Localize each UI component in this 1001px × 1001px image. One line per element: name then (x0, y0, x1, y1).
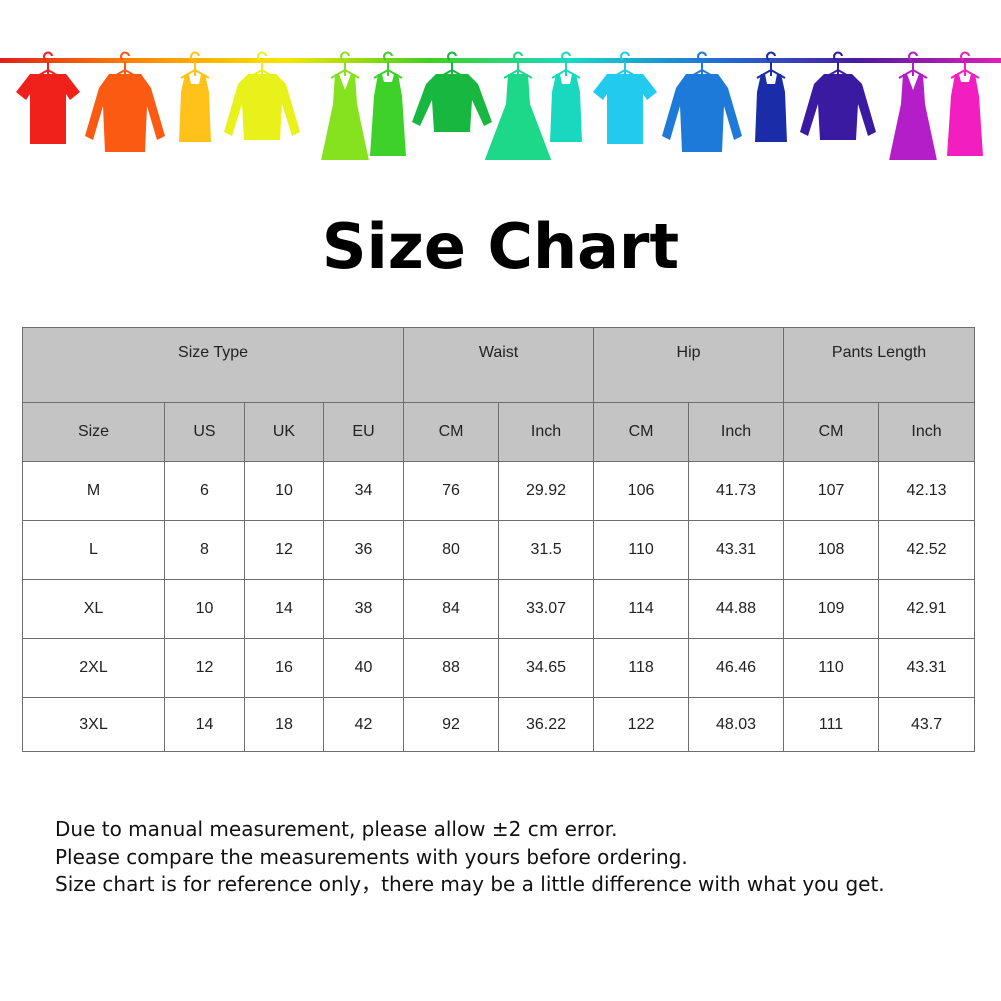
tshirt-icon (16, 51, 80, 144)
size-chart-table: Size Type Waist Hip Pants Length Size US U… (21, 327, 976, 752)
table-cell: 34.65 (498, 638, 595, 698)
header-hip: Hip (593, 327, 785, 403)
note-line: Size chart is for reference only，there m… (55, 872, 885, 896)
table-cell: 16 (244, 638, 324, 698)
table-cell: 109 (783, 579, 880, 639)
header-pants-length: Pants Length (783, 327, 976, 403)
table-cell: 40 (322, 638, 405, 698)
table-cell: 88 (403, 638, 500, 698)
tank-top-icon (755, 51, 787, 142)
table-cell: 43.31 (688, 520, 785, 580)
table-cell: 110 (783, 638, 880, 698)
table-cell: 8 (164, 520, 245, 580)
table-cell: 18 (244, 697, 324, 752)
header-waist: Waist (403, 327, 595, 403)
table-cell: 92 (403, 697, 500, 752)
table-cell: 12 (164, 638, 245, 698)
table-cell: 84 (403, 579, 500, 639)
clothes-rod (0, 58, 1001, 63)
sub-header-cell: Inch (688, 402, 785, 462)
dress-icon (889, 51, 937, 160)
sub-header-cell: EU (322, 402, 405, 462)
table-cell: 3XL (22, 697, 165, 752)
sub-header-cell: Inch (878, 402, 976, 462)
table-row: 2XL 12 16 40 88 34.65 118 46.46 110 43.31 (22, 638, 976, 698)
tshirt-icon (593, 51, 657, 144)
table-cell: 110 (593, 520, 690, 580)
table-cell: 107 (783, 461, 880, 521)
table-cell: 106 (593, 461, 690, 521)
table-cell: 80 (403, 520, 500, 580)
table-cell: 14 (164, 697, 245, 752)
table-cell: 43.31 (878, 638, 976, 698)
table-cell: 33.07 (498, 579, 595, 639)
table-cell: 10 (244, 461, 324, 521)
table-cell: 12 (244, 520, 324, 580)
shirt-icon (662, 51, 742, 152)
table-cell: 42.52 (878, 520, 976, 580)
table-cell: 31.5 (498, 520, 595, 580)
table-cell: 46.46 (688, 638, 785, 698)
table-cell: 76 (403, 461, 500, 521)
flared-dress-icon (484, 51, 552, 160)
notes: Due to manual measurement, please allow … (55, 816, 885, 899)
sub-header-cell: Inch (498, 402, 595, 462)
sub-header-row: Size US UK EU CM Inch CM Inch CM Inch (22, 402, 976, 462)
group-header-row: Size Type Waist Hip Pants Length (21, 327, 976, 403)
dress-icon (321, 51, 369, 160)
page-title: Size Chart (321, 210, 680, 283)
sub-header-cell: UK (244, 402, 324, 462)
table-row: M 6 10 34 76 29.92 106 41.73 107 42.13 (22, 461, 976, 521)
table-cell: 36.22 (498, 697, 595, 752)
table-cell: 6 (164, 461, 245, 521)
belted-dress-icon (947, 51, 983, 156)
sub-header-cell: Size (22, 402, 165, 462)
tank-top-icon (550, 51, 582, 142)
clothes-hanger-banner (0, 51, 1001, 160)
sweater-icon (224, 51, 300, 140)
table-cell: 2XL (22, 638, 165, 698)
table-cell: 36 (322, 520, 405, 580)
header-size-type: Size Type (21, 327, 405, 403)
sweater-icon (800, 51, 876, 140)
table-cell: 42.13 (878, 461, 976, 521)
table-cell: L (22, 520, 165, 580)
table-cell: XL (22, 579, 165, 639)
sub-header-cell: US (164, 402, 245, 462)
table-cell: 41.73 (688, 461, 785, 521)
table-cell: 38 (322, 579, 405, 639)
table-cell: 29.92 (498, 461, 595, 521)
sub-header-cell: CM (783, 402, 880, 462)
table-cell: 42.91 (878, 579, 976, 639)
table-cell: 43.7 (878, 697, 976, 752)
table-row: XL 10 14 38 84 33.07 114 44.88 109 42.91 (22, 579, 976, 639)
shirt-icon (85, 51, 165, 152)
table-cell: 14 (244, 579, 324, 639)
table-cell: 48.03 (688, 697, 785, 752)
table-row: 3XL 14 18 42 92 36.22 122 48.03 111 43.7 (22, 697, 976, 752)
table-row: L 8 12 36 80 31.5 110 43.31 108 42.52 (22, 520, 976, 580)
sub-header-cell: CM (593, 402, 690, 462)
table-cell: 42 (322, 697, 405, 752)
table-cell: 10 (164, 579, 245, 639)
tank-top-icon (179, 51, 211, 142)
table-cell: 118 (593, 638, 690, 698)
table-cell: 108 (783, 520, 880, 580)
long-sleeve-icon (412, 51, 492, 132)
sub-header-cell: CM (403, 402, 500, 462)
note-line: Please compare the measurements with you… (55, 844, 688, 869)
table-cell: 114 (593, 579, 690, 639)
table-cell: 34 (322, 461, 405, 521)
note-line: Due to manual measurement, please allow … (55, 817, 618, 841)
table-cell: M (22, 461, 165, 521)
table-cell: 122 (593, 697, 690, 752)
table-cell: 111 (783, 697, 880, 752)
belted-dress-icon (370, 51, 406, 156)
table-cell: 44.88 (688, 579, 785, 639)
